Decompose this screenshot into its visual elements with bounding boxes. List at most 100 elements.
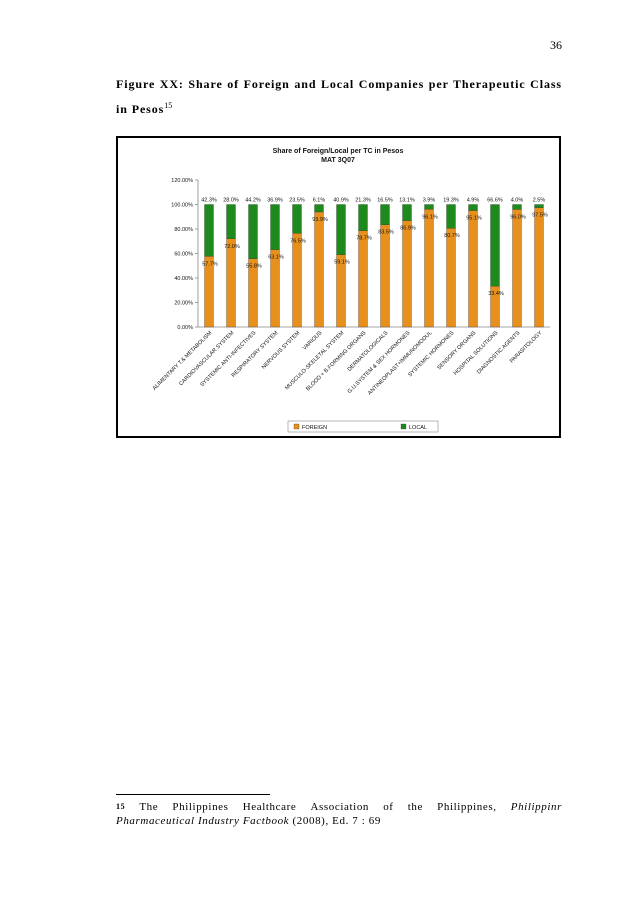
y-tick-label: 0.00%	[177, 325, 193, 331]
bar-local	[270, 204, 280, 250]
bar-local	[468, 204, 478, 211]
legend-box	[287, 420, 439, 433]
data-label-local: 2.5%	[533, 198, 546, 204]
data-label-foreign: 63.1%	[268, 255, 284, 261]
data-label-local: 4.0%	[511, 198, 524, 204]
data-label-foreign: 57.7%	[202, 261, 218, 267]
stacked-bar-chart: Share of Foreign/Local per TC in Pesos MA…	[152, 148, 550, 433]
bar-foreign	[314, 211, 324, 328]
chart-title: Share of Foreign/Local per TC in Pesos	[273, 148, 404, 155]
figure-caption: Figure XX: Share of Foreign and Local Co…	[116, 73, 562, 120]
chart-subtitle: MAT 3Q07	[321, 157, 355, 164]
bar-local	[446, 204, 456, 229]
bar-local	[204, 204, 214, 257]
data-label-foreign: 55.8%	[246, 264, 262, 270]
data-label-local: 40.9%	[333, 198, 349, 204]
chart-frame: Share of Foreign/Local per TC in Pesos MA…	[116, 136, 561, 438]
bar-local	[402, 204, 412, 221]
data-label-local: 3.9%	[423, 198, 436, 204]
footnote-source-edition: (2008), Ed. 7 : 69	[289, 815, 381, 827]
bar-foreign	[424, 209, 434, 328]
data-label-foreign: 80.7%	[444, 233, 460, 239]
data-label-local: 42.3%	[201, 198, 217, 204]
bar-foreign	[226, 238, 236, 328]
data-label-foreign: 86.9%	[400, 226, 416, 232]
y-tick-label: 120.00%	[171, 178, 193, 184]
y-tick-label: 60.00%	[174, 252, 193, 258]
footnote-word: Association	[310, 801, 370, 813]
footnote-line-2: Pharmaceutical Industry Factbook (2008),…	[116, 814, 562, 828]
legend-label-local: LOCAL	[409, 425, 427, 431]
bar-foreign	[512, 209, 522, 328]
bar-foreign	[270, 249, 280, 328]
data-label-local: 16.5%	[377, 198, 393, 204]
y-tick-label: 80.00%	[174, 227, 193, 233]
data-label-foreign: 93.9%	[312, 217, 328, 223]
data-label-foreign: 97.5%	[532, 213, 548, 219]
bar-foreign	[446, 227, 456, 328]
data-label-foreign: 78.7%	[356, 236, 372, 242]
footnote-word: the	[407, 801, 423, 813]
bar-foreign	[380, 224, 390, 328]
bar-foreign	[292, 233, 302, 328]
bar-local	[292, 204, 302, 234]
footnote-source-title-start: Philippinr	[510, 801, 562, 813]
x-category-label: DIAGNOSTIC AGENTS	[476, 330, 522, 376]
bar-local	[358, 204, 368, 231]
bar-local	[490, 204, 500, 287]
y-tick-label: 100.00%	[171, 203, 193, 209]
data-label-local: 6.1%	[313, 198, 326, 204]
data-label-local: 4.9%	[467, 198, 480, 204]
y-tick-label: 40.00%	[174, 276, 193, 282]
bar-foreign	[358, 230, 368, 328]
footnote-word: of	[383, 801, 394, 813]
data-label-foreign: 72.0%	[224, 244, 240, 250]
bar-local	[248, 204, 258, 259]
x-category-label: DERMATOLOGICALS	[347, 330, 390, 373]
footnote-line-1: 15 The Philippines Healthcare Associatio…	[116, 800, 562, 814]
data-label-local: 19.3%	[443, 198, 459, 204]
bar-local	[512, 204, 522, 210]
footnote: 15 The Philippines Healthcare Associatio…	[116, 800, 562, 828]
data-label-local: 66.6%	[487, 198, 503, 204]
y-tick-label: 20.00%	[174, 301, 193, 307]
data-label-local: 44.2%	[245, 198, 261, 204]
page-number: 36	[550, 38, 562, 52]
x-category-label: VARIOUS	[302, 330, 324, 352]
bar-local	[314, 204, 324, 213]
footnote-number: 15	[116, 802, 126, 811]
data-label-local: 36.9%	[267, 198, 283, 204]
data-label-foreign: 96.1%	[422, 214, 438, 220]
footnote-word: Healthcare	[242, 801, 297, 813]
bar-foreign	[534, 207, 544, 328]
footnote-ref: 15	[164, 101, 173, 110]
data-label-local: 23.5%	[289, 198, 305, 204]
legend-label-foreign: FOREIGN	[302, 425, 327, 431]
figure-caption-text: Figure XX: Share of Foreign and Local Co…	[116, 77, 562, 116]
data-label-foreign: 96.0%	[510, 214, 526, 220]
data-label-foreign: 95.1%	[466, 216, 482, 222]
data-label-foreign: 59.1%	[334, 260, 350, 266]
data-label-foreign: 33.4%	[488, 291, 504, 297]
data-label-local: 28.0%	[223, 198, 239, 204]
x-category-label: SENSORY ORGANS	[436, 330, 477, 371]
legend-swatch-foreign	[293, 423, 300, 430]
bar-local	[534, 204, 544, 208]
bar-local	[336, 204, 346, 255]
footnote-word: The	[139, 801, 159, 813]
footnote-source-title: Pharmaceutical Industry Factbook	[116, 815, 290, 827]
data-label-foreign: 76.5%	[290, 238, 306, 244]
footnote-word: Philippines	[172, 801, 229, 813]
footnote-divider	[116, 794, 270, 795]
bar-local	[226, 204, 236, 239]
bar-foreign	[402, 220, 412, 328]
bar-local	[380, 204, 390, 225]
bar-local	[424, 204, 434, 210]
data-label-local: 13.1%	[399, 198, 415, 204]
footnote-word: Philippines,	[437, 801, 497, 813]
x-category-label: NERVOUS SYSTEM	[261, 330, 302, 371]
data-label-foreign: 83.5%	[378, 230, 394, 236]
bar-foreign	[468, 210, 478, 328]
data-label-local: 21.3%	[355, 198, 371, 204]
legend-swatch-local	[400, 423, 407, 430]
